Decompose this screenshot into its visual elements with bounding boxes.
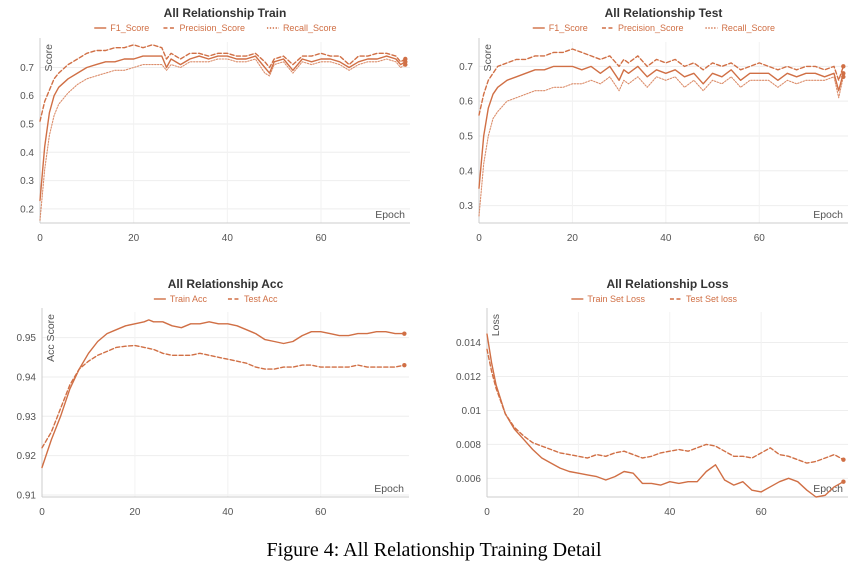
y-axis-label: Score <box>482 44 494 72</box>
y-tick-label: 0.2 <box>20 204 34 215</box>
series-raw-line <box>478 65 844 189</box>
legend-label: Train Set Loss <box>587 294 645 304</box>
series-line <box>478 48 844 116</box>
y-tick-label: 0.008 <box>456 440 481 451</box>
legend-label: Precision_Score <box>179 23 245 33</box>
y-axis-label: Score <box>43 44 55 72</box>
series-raw-line <box>39 58 406 221</box>
chart-title: All Relationship Acc <box>168 277 284 291</box>
chart-panel: All Relationship Loss Train Set Loss Test … <box>456 277 848 518</box>
series-end-point <box>841 64 846 69</box>
y-tick-label: 0.01 <box>462 406 482 417</box>
legend-label: F1_Score <box>110 23 149 33</box>
y-tick-label: 0.91 <box>17 491 37 502</box>
x-tick-label: 20 <box>567 233 579 244</box>
x-axis-label: Epoch <box>374 483 404 495</box>
series-end-point <box>841 71 846 76</box>
series-end-point <box>841 457 846 462</box>
series-line <box>39 58 406 221</box>
legend-label: Test Acc <box>244 294 278 304</box>
y-tick-label: 0.92 <box>17 451 37 462</box>
legend-label: Test Set loss <box>686 294 738 304</box>
x-tick-label: 0 <box>39 507 45 518</box>
y-tick-label: 0.7 <box>459 62 473 73</box>
y-tick-label: 0.3 <box>459 201 473 212</box>
y-tick-label: 0.94 <box>17 372 37 383</box>
series-end-point <box>402 331 407 336</box>
series-end-point <box>402 362 407 368</box>
x-tick-label: 0 <box>37 233 43 244</box>
series-raw-line <box>486 349 844 464</box>
legend-label: Recall_Score <box>721 23 775 33</box>
series-raw-line <box>478 76 844 217</box>
y-tick-label: 0.7 <box>20 63 34 74</box>
y-tick-label: 0.5 <box>459 131 473 142</box>
series-end-point <box>403 62 408 67</box>
legend-label: F1_Score <box>549 23 588 33</box>
series-raw-line <box>41 345 405 449</box>
x-tick-label: 60 <box>756 507 768 518</box>
x-tick-label: 40 <box>222 507 234 518</box>
series-line <box>486 348 845 464</box>
series-line <box>39 44 406 122</box>
legend-label: Recall_Score <box>283 23 337 33</box>
chart-title: All Relationship Loss <box>606 277 728 291</box>
y-tick-label: 0.6 <box>459 97 473 108</box>
series-end-point <box>403 56 408 62</box>
series-line <box>39 55 406 202</box>
chart-title: All Relationship Test <box>605 6 723 20</box>
chart-panel: All Relationship Train F1_Score Precision_… <box>20 6 410 244</box>
x-tick-label: 60 <box>315 233 327 244</box>
y-axis-label: Loss <box>490 314 502 336</box>
series-line <box>486 333 845 498</box>
series-line <box>41 319 406 469</box>
x-tick-label: 40 <box>222 233 234 244</box>
y-tick-label: 0.3 <box>20 176 34 187</box>
y-tick-label: 0.4 <box>20 148 34 159</box>
series-end-point <box>841 74 846 80</box>
x-tick-label: 0 <box>484 507 490 518</box>
series-end-point <box>841 479 846 484</box>
y-tick-label: 0.5 <box>20 120 34 131</box>
legend-label: Train Acc <box>170 294 208 304</box>
y-tick-label: 0.014 <box>456 338 481 349</box>
chart-title: All Relationship Train <box>164 6 287 20</box>
x-tick-label: 60 <box>754 233 766 244</box>
series-line <box>478 76 844 217</box>
series-raw-line <box>41 319 405 468</box>
chart-panel: All Relationship Test F1_Score Precision_S… <box>459 6 848 244</box>
x-tick-label: 60 <box>315 507 327 518</box>
y-tick-label: 0.95 <box>17 333 37 344</box>
x-tick-label: 20 <box>129 507 141 518</box>
y-tick-label: 0.012 <box>456 372 481 383</box>
x-tick-label: 20 <box>128 233 140 244</box>
x-tick-label: 0 <box>476 233 482 244</box>
x-axis-label: Epoch <box>375 209 405 221</box>
series-line <box>41 344 406 449</box>
series-raw-line <box>486 334 844 498</box>
y-axis-label: Acc Score <box>45 314 57 362</box>
y-tick-label: 0.006 <box>456 474 481 485</box>
legend-label: Precision_Score <box>618 23 684 33</box>
series-line <box>478 65 844 189</box>
x-axis-label: Epoch <box>813 209 843 221</box>
figure-caption: Figure 4: All Relationship Training Deta… <box>266 539 602 561</box>
y-tick-label: 0.6 <box>20 91 34 102</box>
x-tick-label: 20 <box>573 507 585 518</box>
x-tick-label: 40 <box>660 233 672 244</box>
series-raw-line <box>39 55 406 201</box>
x-tick-label: 40 <box>664 507 676 518</box>
y-tick-label: 0.4 <box>459 166 473 177</box>
y-tick-label: 0.93 <box>17 412 37 423</box>
series-raw-line <box>478 48 844 116</box>
chart-panel: All Relationship Acc Train Acc Test Acc 0.9… <box>17 277 409 518</box>
